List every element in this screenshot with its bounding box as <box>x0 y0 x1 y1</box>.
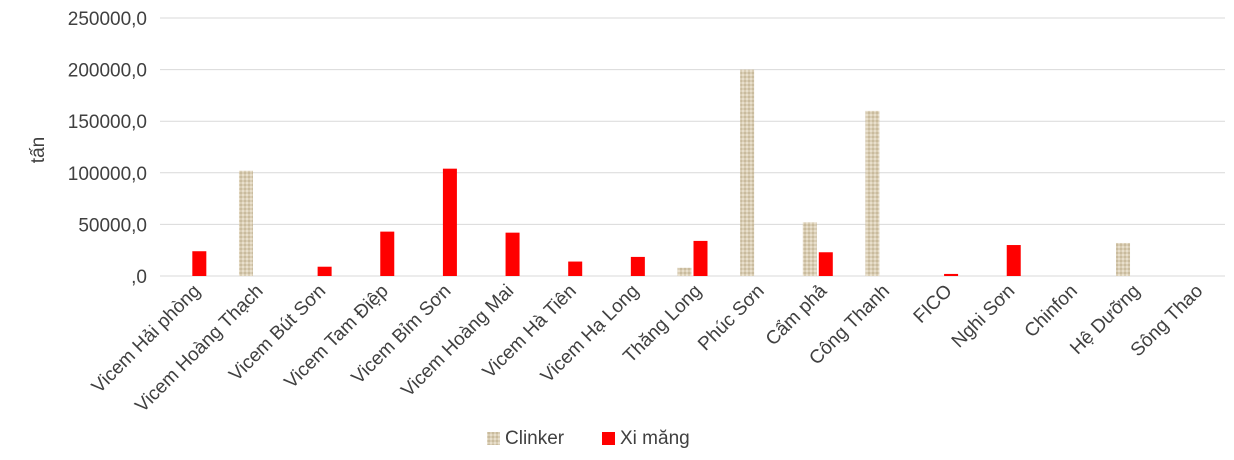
y-tick-label: ,0 <box>131 267 147 288</box>
x-tick-label: FICO <box>910 281 957 328</box>
clinker-bar-11 <box>865 110 880 276</box>
xi-mang-bar-2 <box>317 266 332 276</box>
legend-swatch-0 <box>487 432 500 445</box>
x-tick-label: Phúc Sơn <box>694 281 768 355</box>
legend-swatch-1 <box>602 432 615 445</box>
xi-mang-bar-0 <box>192 251 207 276</box>
legend: Clinker Xi măng <box>487 428 690 449</box>
bars <box>192 69 1131 276</box>
x-tick-label: Nghi Sơn <box>948 281 1019 352</box>
clinker-bar-10 <box>802 222 817 276</box>
x-tick-label: Vicem Hải phòng <box>88 281 205 398</box>
y-tick-label: 250000,0 <box>68 9 147 30</box>
clinker-bar-1 <box>238 170 253 276</box>
xi-mang-bar-12 <box>944 273 959 276</box>
xi-mang-bar-8 <box>693 240 708 276</box>
y-tick-label: 100000,0 <box>68 164 147 185</box>
clinker-bar-8 <box>677 267 692 276</box>
clinker-bar-15 <box>1116 242 1131 276</box>
xi-mang-bar-3 <box>380 231 395 276</box>
legend-label-0: Clinker <box>505 428 565 449</box>
x-tick-label: Chinfon <box>1021 281 1082 342</box>
y-tick-label: 200000,0 <box>68 61 147 82</box>
y-axis-label: tấn <box>28 137 49 163</box>
xi-mang-bar-7 <box>630 256 645 276</box>
x-tick-label: Vicem Hoàng Mai <box>397 281 518 402</box>
xi-mang-bar-5 <box>505 232 520 276</box>
xi-mang-bar-4 <box>442 168 457 276</box>
xi-mang-bar-13 <box>1006 245 1021 276</box>
y-tick-label: 50000,0 <box>78 215 147 236</box>
legend-label-1: Xi măng <box>620 428 690 449</box>
clinker-bar-9 <box>740 69 755 276</box>
xi-mang-bar-6 <box>568 261 583 276</box>
y-axis-ticks: 250000,0 200000,0 150000,0 100000,0 50000,0,… <box>68 9 147 288</box>
xi-mang-bar-10 <box>818 252 833 276</box>
gridlines <box>160 17 1225 277</box>
y-tick-label: 150000,0 <box>68 112 147 133</box>
